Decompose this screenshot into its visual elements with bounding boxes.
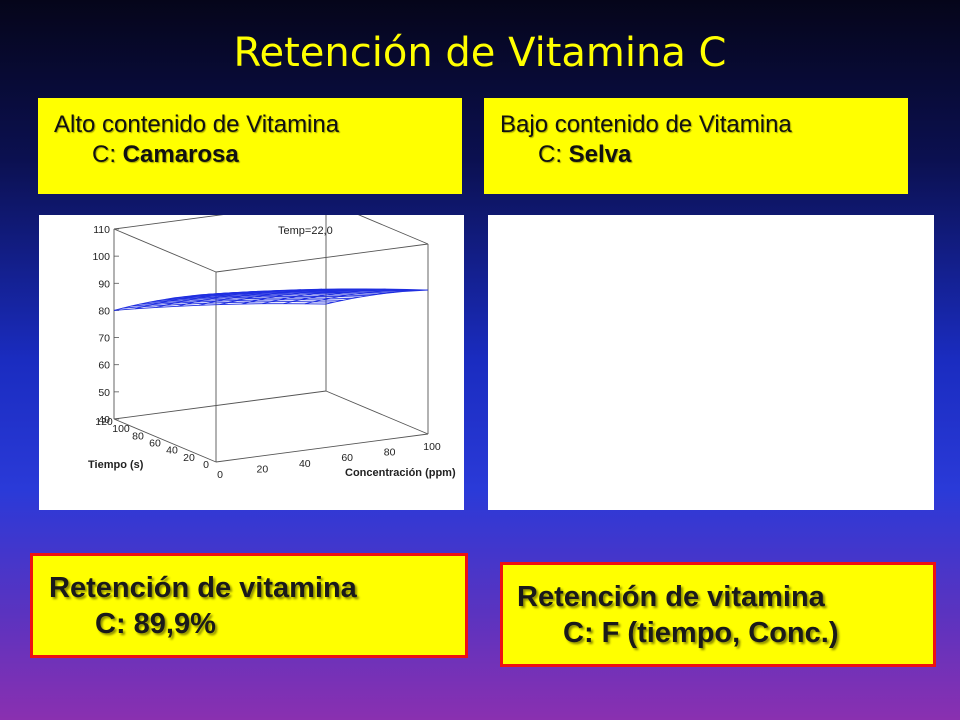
right-result-box: Retención de vitamina C: F (tiempo, Conc… bbox=[500, 562, 936, 667]
x-tick-label: 100 bbox=[112, 423, 130, 435]
axis-box-edge bbox=[113, 418, 217, 463]
axis-box-edge bbox=[113, 215, 224, 230]
axis-box-edge bbox=[215, 243, 429, 273]
left-result-box: Retención de vitamina C: 89,9% bbox=[30, 553, 468, 658]
left-result-line2: C: 89,9% bbox=[95, 608, 216, 640]
right-label-line1: Bajo contenido de Vitamina bbox=[500, 111, 792, 138]
right-variety-name: Selva bbox=[568, 141, 632, 168]
x-tick-label: 0 bbox=[203, 459, 209, 471]
left-chart-panel: 40 50 60 70 80 90 100 110 0 20 40 60 80 100 120 0 20 40 60… bbox=[39, 215, 464, 510]
y-axis-label: Concentración (ppm) bbox=[345, 467, 456, 479]
z-tick-label: 80 bbox=[98, 305, 110, 317]
y-tick-label: 60 bbox=[341, 452, 353, 464]
surface-mesh-line bbox=[156, 290, 259, 308]
surface-mesh-line bbox=[113, 293, 217, 311]
right-label-prefix: C: bbox=[538, 141, 569, 168]
axis-box-edge bbox=[113, 390, 327, 420]
left-label-line1: Alto contenido de Vitamina bbox=[54, 111, 340, 138]
surface-mesh-line bbox=[283, 288, 386, 305]
surface-mesh-line bbox=[177, 289, 280, 307]
surface-mesh-line bbox=[241, 288, 344, 305]
z-tick-label: 50 bbox=[98, 387, 110, 399]
left-variety-name: Camarosa bbox=[122, 141, 239, 168]
left-variety-label: Alto contenido de Vitamina C: Camarosa bbox=[38, 98, 462, 194]
axis-box-edge bbox=[358, 215, 429, 245]
left-label-prefix: C: bbox=[92, 141, 123, 168]
right-result-line1: Retención de vitamina bbox=[517, 581, 825, 613]
right-label-line2: C: Selva bbox=[500, 140, 894, 170]
surface-mesh-line bbox=[304, 289, 407, 305]
y-tick-label: 40 bbox=[299, 458, 311, 470]
z-tick-label: 110 bbox=[93, 224, 110, 236]
y-tick-label: 0 bbox=[217, 469, 223, 481]
z-tick-label: 60 bbox=[98, 360, 110, 372]
x-tick-label: 80 bbox=[132, 430, 144, 442]
right-result-line2: C: F (tiempo, Conc.) bbox=[563, 617, 839, 649]
left-label-line2: C: Camarosa bbox=[54, 140, 448, 170]
slide-title: Retención de Vitamina C bbox=[233, 30, 727, 76]
right-variety-label: Bajo contenido de Vitamina C: Selva bbox=[484, 98, 908, 194]
chart-title: Temp=22,0 bbox=[278, 225, 333, 237]
x-tick-label: 20 bbox=[183, 452, 195, 464]
axis-box-edge bbox=[215, 433, 429, 463]
z-tick-label: 70 bbox=[98, 333, 110, 345]
right-chart-panel: 4050607080901001100204060801001200204060… bbox=[488, 215, 934, 510]
axis-box-edge bbox=[325, 390, 429, 435]
surface-mesh-line bbox=[135, 291, 238, 310]
y-tick-label: 80 bbox=[384, 447, 396, 459]
surface-mesh-line bbox=[198, 289, 301, 306]
x-tick-label: 60 bbox=[149, 438, 161, 450]
axis-box-edge bbox=[113, 228, 217, 273]
surface-mesh-line bbox=[325, 289, 429, 305]
y-tick-label: 20 bbox=[257, 463, 269, 475]
z-tick-label: 100 bbox=[92, 251, 110, 263]
surface-mesh-line bbox=[219, 288, 323, 306]
x-tick-label: 40 bbox=[166, 445, 178, 457]
z-tick-label: 40 bbox=[98, 414, 110, 426]
surface-mesh-line bbox=[262, 288, 365, 305]
x-axis-label: Tiempo (s) bbox=[88, 459, 144, 471]
z-tick-label: 90 bbox=[98, 278, 110, 290]
right-surface-chart: 4050607080901001100204060801001200204060… bbox=[488, 215, 934, 510]
surface-mesh-line bbox=[113, 303, 327, 311]
x-tick-label: 120 bbox=[95, 416, 113, 428]
y-tick-label: 100 bbox=[423, 441, 441, 453]
left-result-line1: Retención de vitamina bbox=[49, 572, 357, 604]
